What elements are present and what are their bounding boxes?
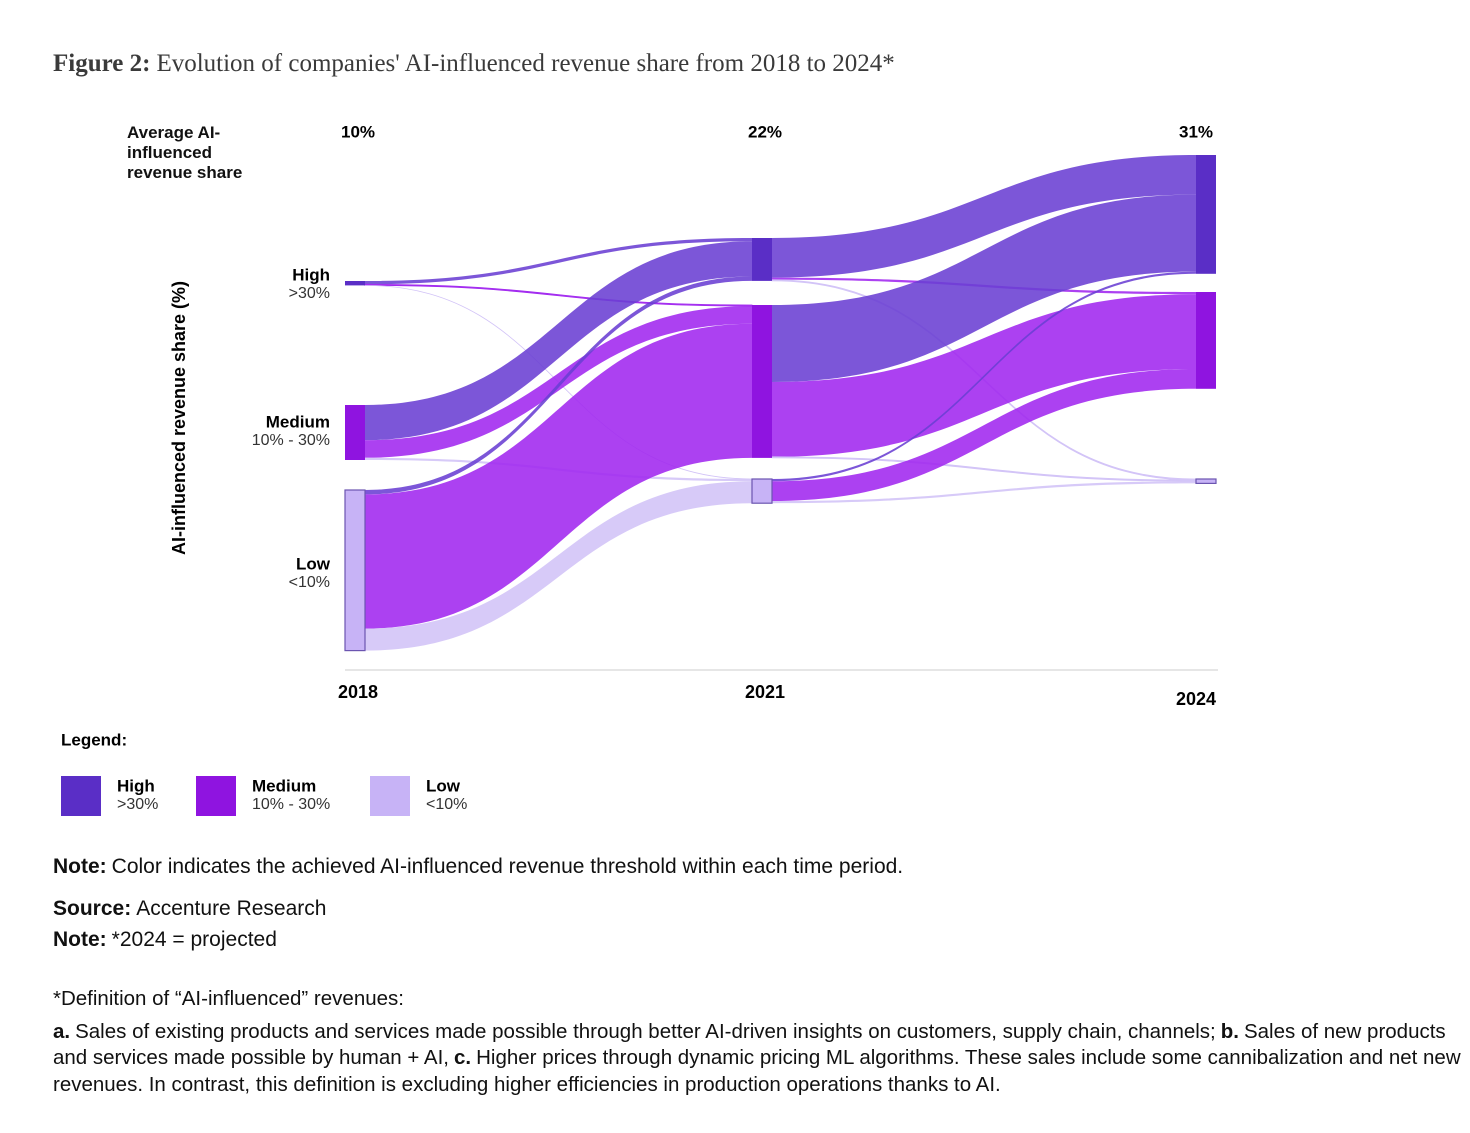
level-range: <10%: [289, 574, 330, 591]
node: [752, 305, 772, 458]
legend-swatch: [196, 776, 236, 816]
level-range: >30%: [289, 285, 330, 302]
flow: [365, 276, 752, 495]
note-text: Accenture Research: [136, 897, 327, 920]
node: [345, 405, 365, 460]
node: [345, 281, 365, 286]
flow: [772, 155, 1196, 278]
definition-label: b.: [1220, 1019, 1239, 1043]
legend-name: Medium: [252, 776, 316, 795]
flow: [772, 481, 1196, 504]
legend-swatch: [370, 776, 410, 816]
note: Note: Color indicates the achieved AI-inf…: [53, 855, 903, 886]
legend-title: Legend:: [61, 730, 127, 749]
flow: [365, 241, 752, 441]
notes: Note: Color indicates the achieved AI-inf…: [53, 855, 903, 959]
note-label: Note:: [53, 928, 107, 951]
level-name: High: [292, 265, 330, 284]
level-name: Low: [296, 554, 331, 573]
legend-range: 10% - 30%: [252, 796, 330, 813]
flows: [364, 155, 1197, 651]
flow: [772, 369, 1196, 501]
stage-value-label: 31%: [1179, 122, 1213, 141]
level-name: Medium: [266, 412, 330, 431]
flow: [365, 306, 752, 458]
note-text: Color indicates the achieved AI-influenc…: [111, 855, 904, 878]
definition-text: Sales of new products and services made …: [53, 1019, 1446, 1070]
node: [1196, 155, 1216, 274]
stage-value-title: Average AI-influenced revenue share: [127, 123, 243, 182]
stage-value-label: 10%: [341, 122, 375, 141]
note: Note: *2024 = projected: [53, 928, 903, 959]
flow: [772, 194, 1196, 382]
level-range: 10% - 30%: [252, 432, 330, 449]
note-label: Note:: [53, 855, 107, 878]
note-label: Source:: [53, 897, 132, 920]
legend-name: High: [117, 776, 155, 795]
flow: [365, 238, 752, 285]
x-tick-label: 2024: [1176, 689, 1216, 709]
node: [1196, 292, 1216, 389]
y-axis-label: AI-influenced revenue share (%): [169, 281, 189, 555]
definition-title: *Definition of “AI-influenced” revenues:: [53, 987, 404, 1010]
legend-swatch: [61, 776, 101, 816]
note: Source: Accenture Research: [53, 897, 903, 928]
node: [752, 238, 772, 281]
definition: *Definition of “AI-influenced” revenues:…: [53, 986, 1463, 1104]
legend-range: >30%: [117, 796, 158, 813]
definition-label: a.: [53, 1019, 71, 1043]
stage-value-label: 22%: [748, 122, 782, 141]
definition-text: Higher prices through dynamic pricing ML…: [53, 1046, 1461, 1096]
legend-name: Low: [426, 776, 461, 795]
definition-body: a. Sales of existing products and service…: [53, 1019, 1463, 1099]
node: [1195, 478, 1217, 485]
title-text: Evolution of companies' AI-influenced re…: [156, 50, 895, 77]
chart-title: Figure 2: Evolution of companies' AI-infl…: [53, 50, 895, 78]
legend-range: <10%: [426, 796, 467, 813]
x-tick-label: 2018: [338, 682, 378, 702]
node: [344, 489, 366, 652]
x-tick-label: 2021: [745, 682, 785, 702]
node: [751, 478, 773, 504]
note-text: *2024 = projected: [111, 928, 277, 951]
definition-text: Sales of existing products and services …: [75, 1019, 1216, 1043]
flow: [772, 271, 1196, 482]
definition-label: c.: [454, 1046, 472, 1069]
flow: [365, 481, 752, 651]
figure-label: Figure 2:: [53, 50, 151, 77]
flow: [365, 323, 752, 629]
